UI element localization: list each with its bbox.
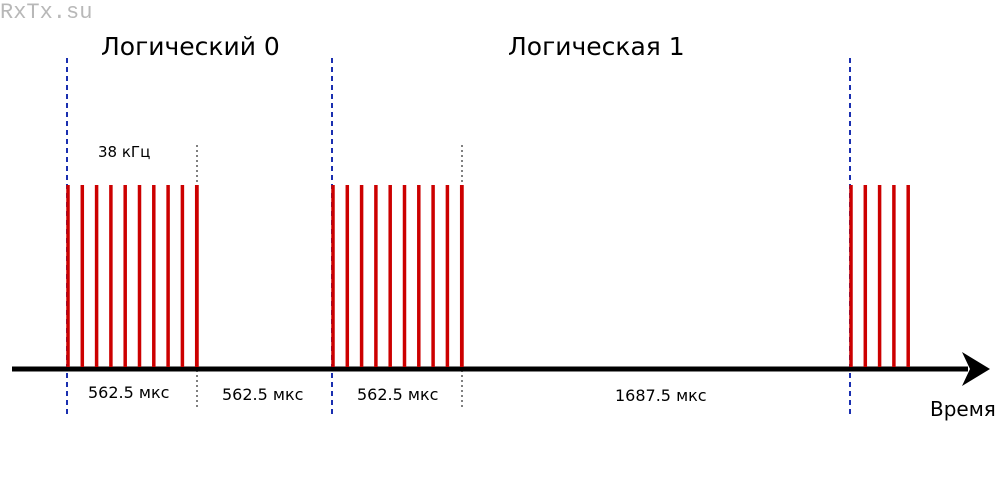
axis-label-time: Время <box>930 397 996 421</box>
time-axis-arrowhead <box>962 352 990 386</box>
burst-next <box>849 185 910 367</box>
carrier-frequency-label: 38 кГц <box>98 143 151 161</box>
burst-logic0 <box>66 185 199 367</box>
duration-label-space-1: 1687.5 мкс <box>615 386 707 405</box>
title-logic-0: Логический 0 <box>101 32 280 61</box>
burst-logic1 <box>331 185 464 367</box>
duration-label-pulse-0: 562.5 мкс <box>88 383 170 402</box>
carrier-bursts <box>66 185 910 367</box>
duration-label-pulse-1: 562.5 мкс <box>357 385 439 404</box>
title-logic-1: Логическая 1 <box>508 32 685 61</box>
watermark: RxTx.su <box>0 0 93 25</box>
duration-label-space-0: 562.5 мкс <box>222 385 304 404</box>
